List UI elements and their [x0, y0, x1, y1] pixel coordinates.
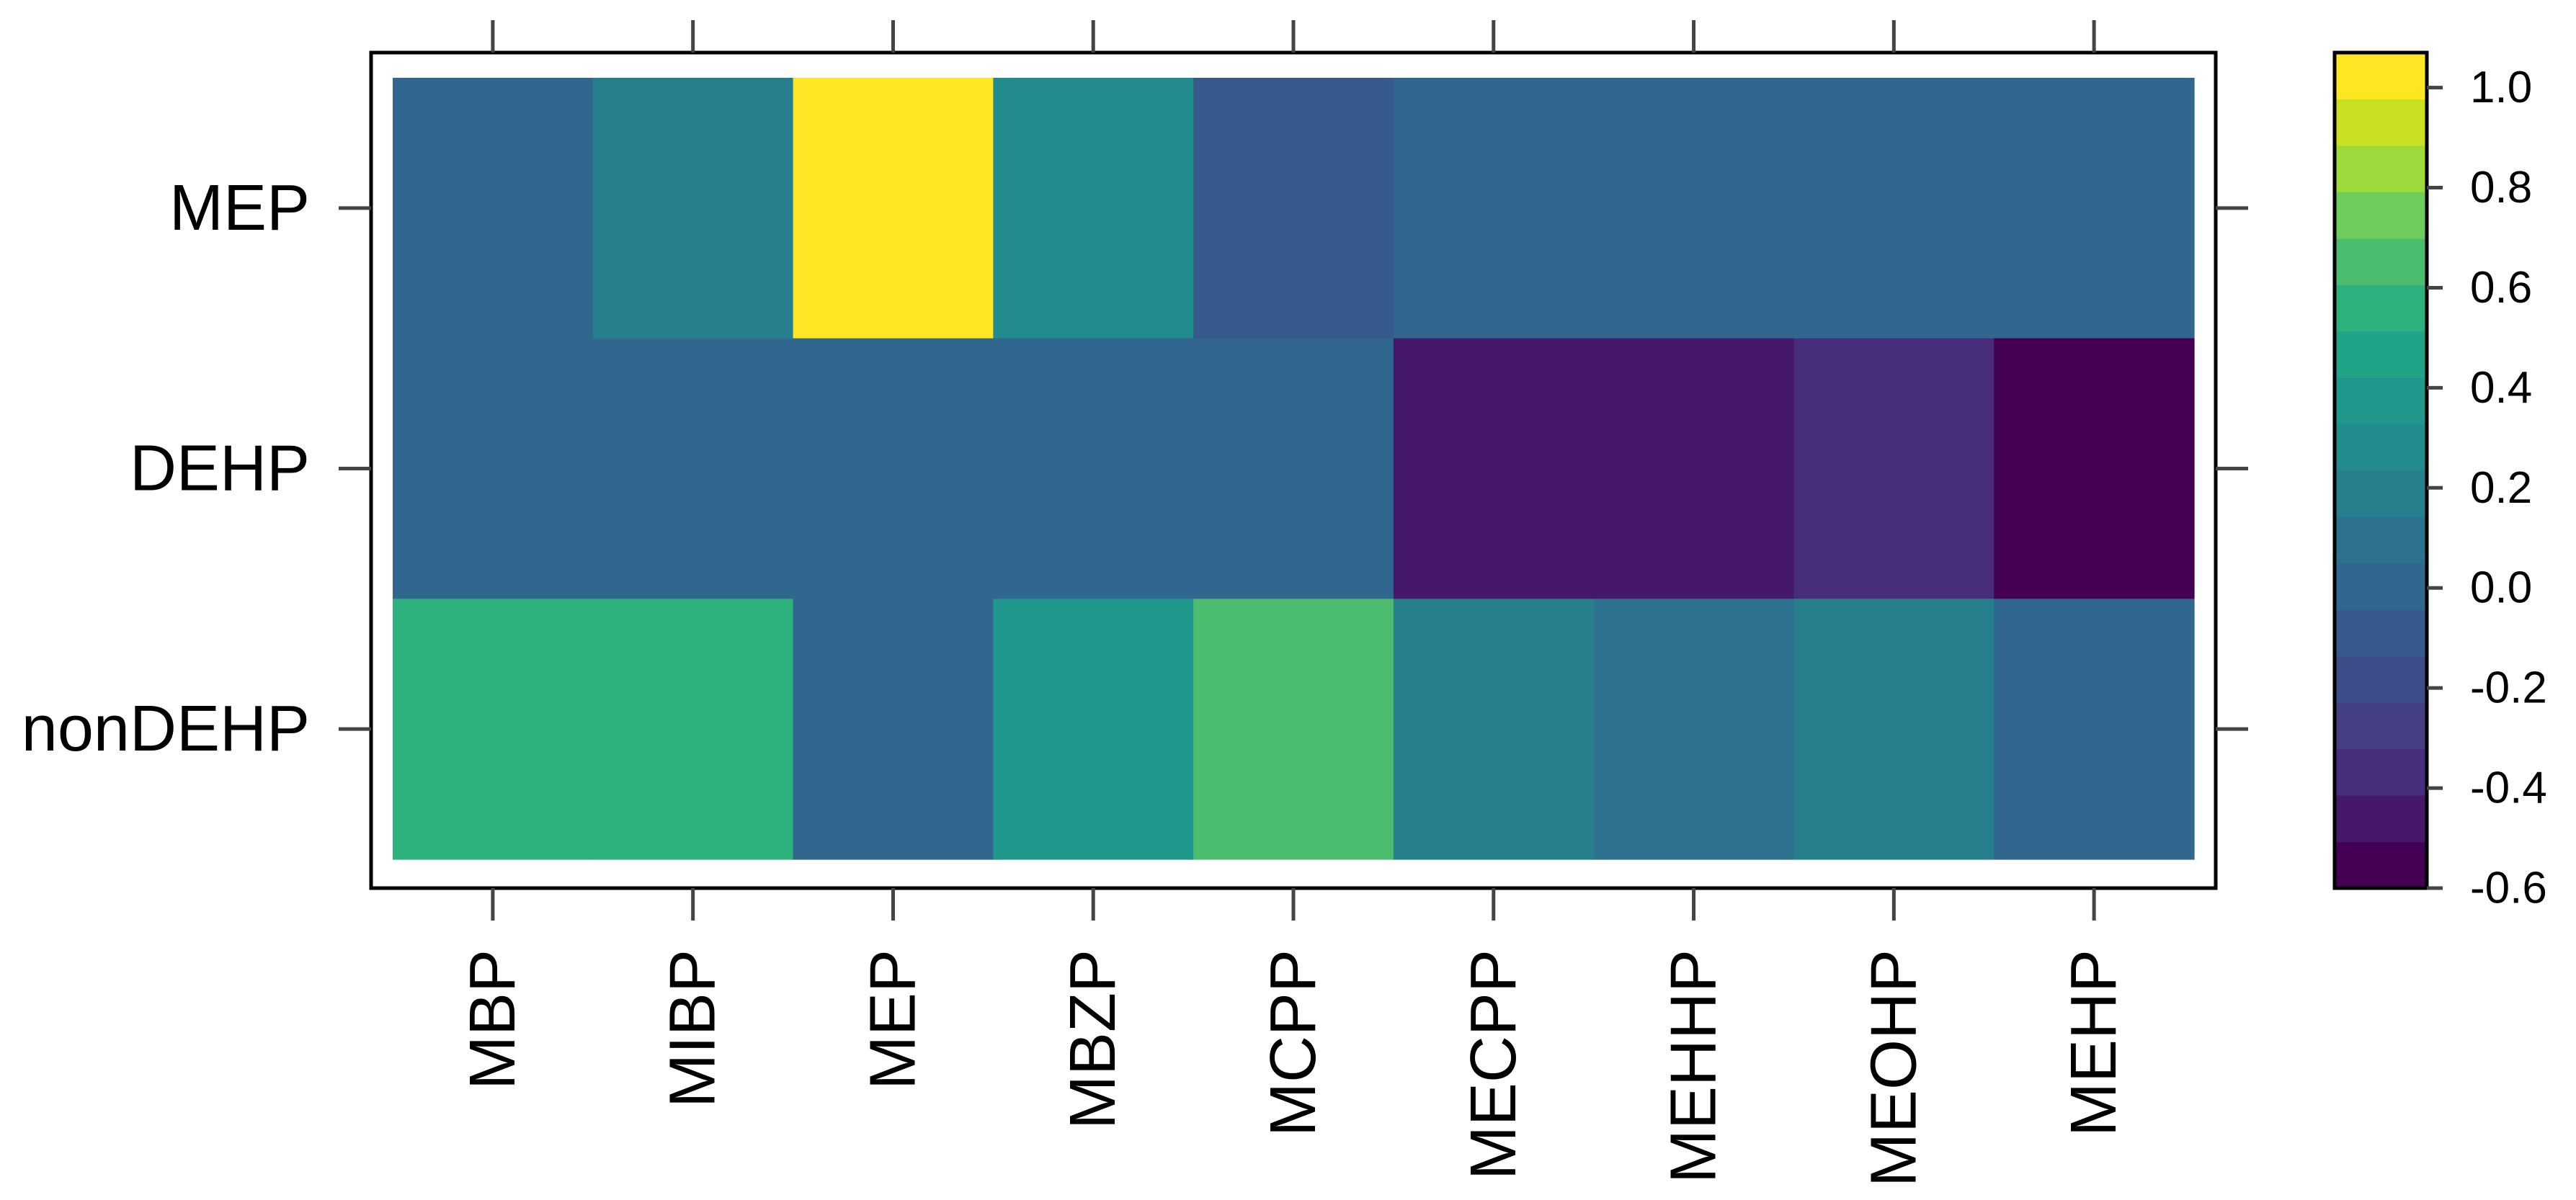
- x-tick-label-mecpp: MECPP: [1458, 949, 1530, 1180]
- y-tick-label-nondehp: nonDEHP: [22, 693, 310, 765]
- x-tick-label-mehp: MEHP: [2058, 949, 2130, 1137]
- cell-dehp-mehhp: [1593, 338, 1795, 599]
- cell-mep-mehp: [1994, 78, 2195, 339]
- x-tick-label-mbp: MBP: [457, 949, 529, 1090]
- cell-mep-meohp: [1793, 78, 1995, 339]
- colorbar-segment: [2335, 53, 2427, 100]
- colorbar-segment: [2335, 470, 2427, 518]
- colorbar: 1.0 0.8 0.6 0.4 0.2 0.0 -0.2 -0.4 -0.6: [2332, 50, 2547, 913]
- colorbar-tick-label: 0.2: [2470, 463, 2532, 513]
- cell-dehp-mcpp: [1193, 338, 1394, 599]
- cell-nondehp-mbp: [393, 599, 594, 860]
- cell-mep-mbzp: [993, 78, 1194, 339]
- colorbar-segment: [2335, 331, 2427, 378]
- cell-dehp-mbp: [393, 338, 594, 599]
- colorbar-segment: [2335, 516, 2427, 564]
- cell-mep-mehhp: [1593, 78, 1795, 339]
- cell-nondehp-mehp: [1994, 599, 2195, 860]
- colorbar-tick-label: 0.6: [2470, 263, 2532, 313]
- colorbar-tick-label: 0.0: [2470, 563, 2532, 613]
- colorbar-segment: [2335, 609, 2427, 657]
- cell-dehp-meohp: [1793, 338, 1995, 599]
- cell-nondehp-mep: [793, 599, 994, 860]
- cell-dehp-mecpp: [1393, 338, 1595, 599]
- colorbar-tick-label: -0.2: [2470, 663, 2547, 713]
- colorbar-segment: [2335, 702, 2427, 750]
- colorbar-segment: [2335, 377, 2427, 425]
- colorbar-segment: [2335, 841, 2427, 889]
- cell-nondehp-mibp: [592, 599, 794, 860]
- colorbar-segment: [2335, 424, 2427, 471]
- x-tick-label-mcpp: MCPP: [1257, 949, 1329, 1137]
- colorbar-segment: [2335, 192, 2427, 239]
- colorbar-segment: [2335, 748, 2427, 796]
- y-axis: MEP DEHP nonDEHP: [22, 172, 2248, 765]
- colorbar-segment: [2335, 285, 2427, 332]
- cell-mep-mcpp: [1193, 78, 1394, 339]
- cell-dehp-mehp: [1994, 338, 2195, 599]
- cell-mep-mbp: [393, 78, 594, 339]
- colorbar-segment: [2335, 795, 2427, 843]
- cell-dehp-mep: [793, 338, 994, 599]
- x-tick-label-mehhp: MEHHP: [1658, 949, 1730, 1183]
- heatmap-cells: [393, 78, 2195, 860]
- colorbar-tick-label: -0.6: [2470, 864, 2547, 913]
- cell-dehp-mibp: [592, 338, 794, 599]
- colorbar-segment: [2335, 99, 2427, 146]
- colorbar-tick-label: -0.4: [2470, 764, 2547, 813]
- cell-nondehp-mcpp: [1193, 599, 1394, 860]
- colorbar-frame: [2332, 50, 2429, 890]
- cell-nondehp-mecpp: [1393, 599, 1595, 860]
- cell-mep-mecpp: [1393, 78, 1595, 339]
- x-tick-label-meohp: MEOHP: [1858, 949, 1930, 1187]
- y-tick-label-mep: MEP: [169, 172, 310, 244]
- colorbar-tick-label: 0.8: [2470, 163, 2532, 212]
- y-tick-label-dehp: DEHP: [130, 433, 310, 505]
- colorbar-segment: [2335, 563, 2427, 610]
- x-tick-label-mibp: MIBP: [657, 949, 729, 1108]
- cell-nondehp-meohp: [1793, 599, 1995, 860]
- colorbar-segment: [2335, 655, 2427, 703]
- colorbar-segment: [2335, 238, 2427, 285]
- x-tick-label-mep: MEP: [857, 949, 929, 1090]
- cell-mep-mep: [793, 78, 994, 339]
- colorbar-segment: [2335, 145, 2427, 192]
- cell-nondehp-mehhp: [1593, 599, 1795, 860]
- x-axis: MBP MIBP MEP MBZP MCPP MECPP MEHHP MEOHP MEHP: [457, 20, 2130, 1187]
- colorbar-tick-label: 1.0: [2470, 63, 2532, 112]
- cell-mep-mibp: [592, 78, 794, 339]
- colorbar-tick-label: 0.4: [2470, 363, 2532, 413]
- cell-dehp-mbzp: [993, 338, 1194, 599]
- x-tick-label-mbzp: MBZP: [1057, 949, 1129, 1129]
- cell-nondehp-mbzp: [993, 599, 1194, 860]
